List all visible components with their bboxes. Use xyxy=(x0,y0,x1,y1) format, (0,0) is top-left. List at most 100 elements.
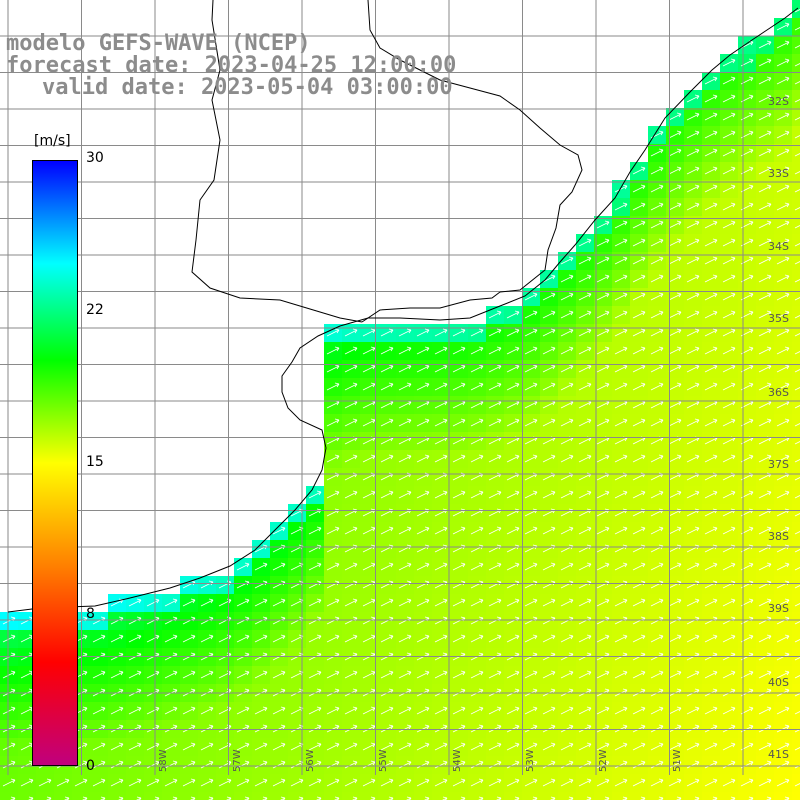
wind-arrow xyxy=(686,490,700,499)
wind-arrow xyxy=(560,760,574,769)
wind-arrow xyxy=(668,778,682,787)
wind-arrow xyxy=(722,562,736,571)
wind-arrow xyxy=(434,670,448,679)
wind-arrow xyxy=(794,333,800,337)
wind-arrow xyxy=(794,513,800,517)
wind-arrow xyxy=(704,760,718,769)
wind-arrow xyxy=(722,382,736,391)
wind-arrow xyxy=(704,526,718,535)
wind-arrow xyxy=(794,387,800,391)
wind-arrow xyxy=(794,171,800,175)
wind-arrow xyxy=(686,562,700,571)
wind-arrow xyxy=(578,346,592,355)
wind-arrow xyxy=(452,526,466,535)
wind-speed-cell xyxy=(594,792,612,800)
wind-arrow xyxy=(344,598,358,607)
wind-arrow xyxy=(776,634,790,643)
wind-arrow xyxy=(272,760,286,769)
wind-arrow xyxy=(632,598,646,607)
wind-arrow xyxy=(596,238,610,247)
wind-arrow xyxy=(668,238,682,247)
wind-arrow xyxy=(524,598,538,607)
wind-arrow xyxy=(794,261,800,265)
wind-arrow xyxy=(326,760,340,769)
wind-arrow xyxy=(686,274,700,283)
wind-arrow xyxy=(200,598,214,607)
wind-arrow xyxy=(506,328,520,337)
wind-arrow xyxy=(668,328,682,337)
wind-arrow xyxy=(650,598,664,607)
wind-speed-cell xyxy=(792,774,800,792)
wind-speed-cell xyxy=(792,180,800,198)
wind-arrow xyxy=(344,634,358,643)
wind-arrow xyxy=(398,328,412,337)
wind-arrow xyxy=(452,328,466,337)
lat-label: 37S xyxy=(768,458,789,471)
wind-arrow xyxy=(182,598,196,607)
wind-arrow xyxy=(758,58,772,67)
wind-arrow xyxy=(596,562,610,571)
wind-arrow xyxy=(686,292,700,301)
wind-speed-cell xyxy=(792,594,800,612)
wind-arrow xyxy=(722,184,736,193)
wind-arrow xyxy=(794,549,800,553)
wind-arrow xyxy=(344,562,358,571)
wind-arrow xyxy=(776,292,790,301)
wind-arrow xyxy=(452,562,466,571)
wind-arrow xyxy=(182,778,196,787)
wind-arrow xyxy=(776,22,790,31)
wind-arrow xyxy=(632,562,646,571)
wind-arrow xyxy=(704,346,718,355)
wind-arrow xyxy=(722,778,736,787)
wind-arrow xyxy=(182,760,196,769)
wind-speed-cell xyxy=(342,792,360,800)
wind-arrow xyxy=(632,490,646,499)
wind-arrow xyxy=(416,418,430,427)
wind-arrow xyxy=(758,382,772,391)
wind-arrow xyxy=(686,382,700,391)
wind-arrow xyxy=(488,742,502,751)
wind-arrow xyxy=(794,603,800,607)
wind-arrow xyxy=(164,706,178,715)
wind-speed-cell xyxy=(774,792,792,800)
wind-arrow xyxy=(722,166,736,175)
wind-arrow xyxy=(632,706,646,715)
wind-arrow xyxy=(776,760,790,769)
wind-arrow xyxy=(254,634,268,643)
wind-arrow xyxy=(704,184,718,193)
wind-arrow xyxy=(668,418,682,427)
wind-arrow xyxy=(776,382,790,391)
wind-arrow xyxy=(614,184,628,193)
wind-arrow xyxy=(560,382,574,391)
wind-arrow xyxy=(614,238,628,247)
wind-arrow xyxy=(308,634,322,643)
wind-arrow xyxy=(596,778,610,787)
wind-arrow xyxy=(506,310,520,319)
wind-arrow xyxy=(722,58,736,67)
wind-arrow xyxy=(110,742,124,751)
wind-arrow xyxy=(794,243,800,247)
wind-arrow xyxy=(776,238,790,247)
wind-arrow xyxy=(542,598,556,607)
wind-arrow xyxy=(398,562,412,571)
wind-arrow xyxy=(776,40,790,49)
wind-arrow xyxy=(668,148,682,157)
wind-arrow xyxy=(182,742,196,751)
wind-arrow xyxy=(560,598,574,607)
wind-arrow xyxy=(434,382,448,391)
wind-arrow xyxy=(254,760,268,769)
wind-arrow xyxy=(650,562,664,571)
wind-arrow xyxy=(272,742,286,751)
wind-speed-cell xyxy=(324,792,342,800)
wind-arrow xyxy=(200,670,214,679)
wind-arrow xyxy=(776,256,790,265)
lon-label: 53W xyxy=(525,749,536,772)
wind-arrow xyxy=(776,778,790,787)
wind-arrow xyxy=(380,670,394,679)
wind-arrow xyxy=(686,760,700,769)
wind-arrow xyxy=(524,310,538,319)
wind-arrow xyxy=(722,220,736,229)
wind-arrow xyxy=(686,742,700,751)
lat-label: 41S xyxy=(768,748,789,761)
wind-arrow xyxy=(596,382,610,391)
